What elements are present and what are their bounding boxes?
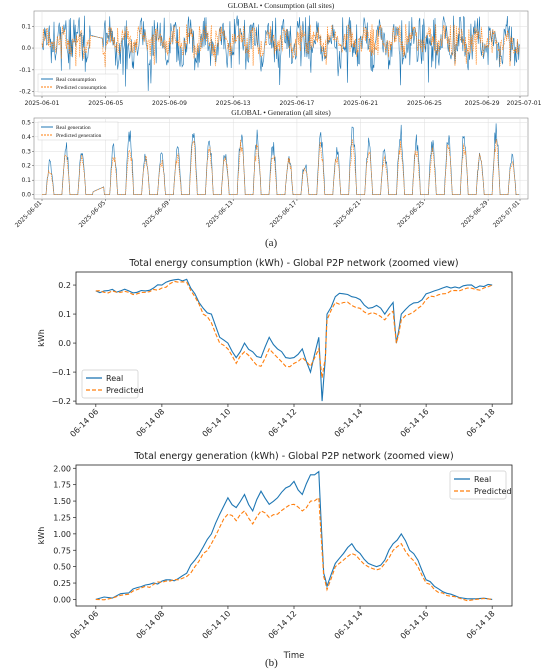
legend-box <box>449 470 507 500</box>
y-tick-label: 2.00 <box>53 464 71 473</box>
x-tick-label: 2025-06-01 <box>25 100 60 107</box>
series-predicted-line <box>95 280 493 378</box>
x-tick-label: 2025-06-05 <box>88 100 123 107</box>
panel-label-a: (a) <box>265 237 278 249</box>
x-tick-label: 06-14 08 <box>134 609 166 641</box>
y-tick-label: 1.75 <box>53 481 71 490</box>
x-tick-label: 2025-07-01 <box>492 199 522 229</box>
legend-box <box>37 73 119 93</box>
y-tick-label: -0.1 <box>19 67 31 74</box>
y-tick-label: 0.0 <box>21 45 31 52</box>
legend-label-predicted: Predicted generation <box>56 133 102 139</box>
chart-title: Total energy consumption (kWh) - Global … <box>128 258 458 269</box>
y-tick-label: 0.3 <box>21 148 31 155</box>
series-real-line <box>95 470 493 600</box>
x-tick-label: 2025-06-13 <box>205 199 235 229</box>
legend-label-predicted: Predicted <box>106 386 144 395</box>
chart-title: Total energy generation (kWh) - Global P… <box>133 451 453 462</box>
x-tick-label: 2025-06-21 <box>343 100 378 107</box>
series-predicted-line <box>41 24 520 68</box>
plot-frame <box>75 464 513 607</box>
legend-label-real: Real <box>474 475 491 484</box>
x-tick-label: 06-14 14 <box>333 609 365 641</box>
y-tick-label: 1.50 <box>53 497 71 506</box>
x-tick-label: 2025-06-13 <box>216 100 251 107</box>
y-axis-label: kWh <box>37 329 46 347</box>
x-tick-label: 2025-06-29 <box>465 100 500 107</box>
x-tick-label: 2025-06-09 <box>152 100 187 107</box>
chart-title: GLOBAL • Generation (all sites) <box>231 108 331 117</box>
y-tick-label: 0.50 <box>53 563 71 572</box>
y-tick-label: 0.75 <box>53 546 71 555</box>
x-tick-label: 06-14 10 <box>201 609 233 641</box>
series-predicted-line <box>95 496 493 602</box>
x-tick-label: 06-14 18 <box>465 609 497 641</box>
x-axis-label: Time <box>283 651 305 661</box>
legend-label-predicted: Predicted consumption <box>56 85 107 91</box>
panel-label-b: (b) <box>265 657 278 669</box>
series-real-line <box>41 15 520 91</box>
legend-box <box>37 121 119 141</box>
x-tick-label: 2025-06-17 <box>269 199 299 229</box>
y-tick-label: 0.0 <box>21 192 31 199</box>
x-tick-label: 06-14 16 <box>399 407 431 439</box>
legend-label-predicted: Predicted <box>474 487 512 496</box>
y-tick-label: 0.2 <box>58 281 71 290</box>
y-tick-label: 0.5 <box>21 119 31 126</box>
x-tick-label: 06-14 06 <box>68 407 100 439</box>
chart-title: GLOBAL • Consumption (all sites) <box>228 1 335 10</box>
y-tick-label: 0.00 <box>53 595 71 604</box>
x-tick-label: 2025-06-09 <box>141 199 171 229</box>
y-tick-label: 0.4 <box>21 134 31 141</box>
x-tick-label: 2025-06-21 <box>332 199 362 229</box>
y-tick-label: 0.25 <box>53 579 71 588</box>
series-real-line <box>42 123 520 195</box>
plot-frame <box>75 271 513 405</box>
x-tick-label: 06-14 16 <box>399 609 431 641</box>
series-real-line <box>95 278 493 402</box>
legend-label-real: Real generation <box>56 125 91 131</box>
y-tick-label: 1.25 <box>53 513 71 522</box>
x-tick-label: 06-14 10 <box>201 407 233 439</box>
y-tick-label: −0.1 <box>52 368 71 377</box>
legend-box <box>81 369 139 399</box>
x-tick-label: 2025-06-05 <box>78 199 108 229</box>
y-tick-label: -0.2 <box>19 89 31 96</box>
x-tick-label: 06-14 18 <box>465 407 497 439</box>
y-axis-label: kWh <box>37 527 46 545</box>
y-tick-label: 0.1 <box>21 177 31 184</box>
x-tick-label: 06-14 12 <box>267 609 299 641</box>
y-tick-label: 1.00 <box>53 530 71 539</box>
x-tick-label: 06-14 14 <box>333 407 365 439</box>
x-tick-label: 06-14 12 <box>267 407 299 439</box>
x-tick-label: 2025-06-29 <box>460 199 490 229</box>
x-tick-label: 2025-07-01 <box>507 100 542 107</box>
x-tick-label: 06-14 06 <box>68 609 100 641</box>
y-tick-label: 0.2 <box>21 163 31 170</box>
legend-label-real: Real consumption <box>56 77 96 83</box>
x-tick-label: 06-14 08 <box>134 407 166 439</box>
x-tick-label: 2025-06-17 <box>279 100 314 107</box>
y-tick-label: 0.0 <box>58 339 71 348</box>
legend-label-real: Real <box>106 374 123 383</box>
x-tick-label: 2025-06-01 <box>14 199 44 229</box>
x-tick-label: 2025-06-25 <box>396 199 426 229</box>
y-tick-label: −0.2 <box>52 397 71 406</box>
x-tick-label: 2025-06-25 <box>407 100 442 107</box>
y-tick-label: 0.1 <box>21 23 31 30</box>
y-tick-label: 0.1 <box>58 310 71 319</box>
